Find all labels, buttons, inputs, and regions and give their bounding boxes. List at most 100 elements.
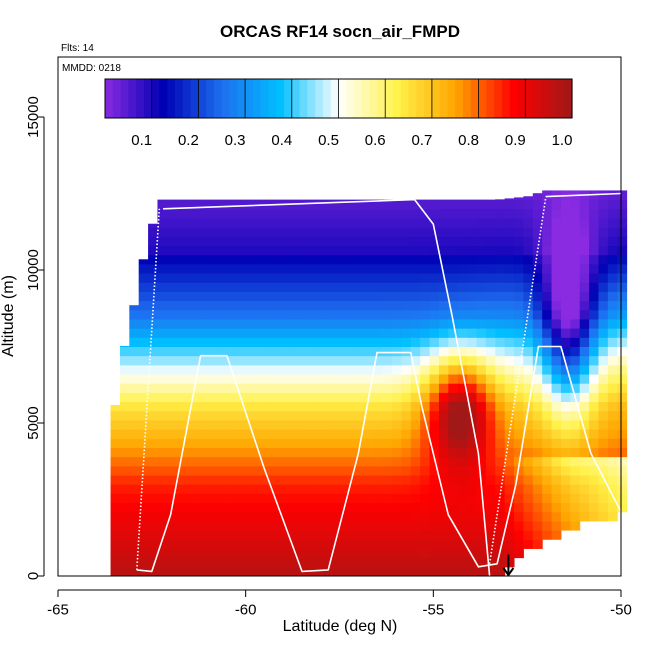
field-cell bbox=[410, 355, 421, 366]
field-cell bbox=[560, 364, 571, 375]
field-cell bbox=[467, 282, 477, 292]
field-cell bbox=[485, 217, 496, 228]
field-cell bbox=[204, 318, 215, 329]
field-cell bbox=[195, 419, 205, 430]
field-cell bbox=[551, 227, 562, 237]
field-cell bbox=[448, 227, 459, 237]
field-cell bbox=[363, 502, 374, 513]
field-cell bbox=[467, 456, 477, 467]
field-cell bbox=[504, 309, 515, 320]
field-cell bbox=[514, 401, 524, 412]
field-cell bbox=[185, 355, 196, 366]
field-cell bbox=[579, 438, 590, 448]
field-cell bbox=[223, 318, 234, 329]
field-cell bbox=[485, 318, 496, 329]
field-cell bbox=[251, 328, 262, 338]
field-cell bbox=[260, 484, 271, 494]
field-cell bbox=[420, 465, 431, 476]
field-cell bbox=[298, 227, 309, 237]
field-cell bbox=[223, 346, 234, 357]
field-cell bbox=[307, 438, 318, 448]
field-cell bbox=[448, 199, 459, 210]
field-cell bbox=[532, 493, 543, 504]
colorbar-swatch bbox=[525, 79, 534, 118]
field-cell bbox=[204, 328, 215, 338]
field-cell bbox=[251, 410, 262, 421]
field-cell bbox=[288, 291, 299, 302]
field-cell bbox=[129, 447, 140, 458]
field-cell bbox=[176, 318, 187, 329]
field-cell bbox=[514, 530, 524, 540]
field-cell bbox=[260, 355, 271, 366]
field-cell bbox=[579, 291, 590, 302]
field-cell bbox=[532, 236, 543, 247]
field-cell bbox=[148, 223, 158, 228]
field-cell bbox=[420, 493, 431, 504]
field-cell bbox=[570, 282, 581, 292]
field-cell bbox=[457, 566, 468, 577]
field-cell bbox=[148, 548, 158, 559]
field-cell bbox=[373, 282, 384, 292]
field-cell bbox=[476, 355, 487, 366]
field-cell bbox=[204, 493, 215, 504]
field-cell bbox=[495, 273, 506, 283]
field-cell bbox=[166, 456, 177, 467]
field-cell bbox=[382, 429, 393, 439]
field-cell bbox=[607, 217, 618, 228]
field-cell bbox=[429, 410, 440, 421]
field-cell bbox=[148, 410, 158, 421]
field-cell bbox=[148, 447, 158, 458]
field-cell bbox=[457, 374, 468, 384]
field-cell bbox=[485, 282, 496, 292]
field-cell bbox=[523, 273, 534, 283]
field-cell bbox=[438, 456, 449, 467]
field-cell bbox=[270, 282, 280, 292]
field-cell bbox=[260, 208, 271, 219]
field-cell bbox=[429, 337, 440, 347]
field-cell bbox=[241, 465, 252, 476]
field-cell bbox=[213, 410, 224, 421]
colorbar-swatch bbox=[540, 79, 550, 118]
field-cell bbox=[326, 438, 337, 448]
field-cell bbox=[495, 217, 506, 228]
field-cell bbox=[560, 502, 571, 513]
field-cell bbox=[176, 557, 187, 568]
field-cell bbox=[335, 263, 346, 274]
field-cell bbox=[195, 199, 205, 210]
field-cell bbox=[467, 520, 477, 531]
field-cell bbox=[270, 429, 280, 439]
field-cell bbox=[532, 364, 543, 375]
field-cell bbox=[448, 511, 459, 522]
field-cell bbox=[382, 254, 393, 265]
field-cell bbox=[157, 328, 168, 338]
field-cell bbox=[354, 273, 365, 283]
field-cell bbox=[570, 475, 581, 485]
field-cell bbox=[410, 217, 421, 228]
field-cell bbox=[223, 236, 234, 247]
field-cell bbox=[476, 208, 487, 219]
field-cell bbox=[119, 410, 130, 421]
field-cell bbox=[326, 374, 337, 384]
field-cell bbox=[392, 291, 402, 302]
field-cell bbox=[260, 566, 271, 577]
field-cell bbox=[166, 419, 177, 430]
field-cell bbox=[589, 337, 599, 347]
field-cell bbox=[410, 364, 421, 375]
field-cell bbox=[532, 419, 543, 430]
field-cell bbox=[532, 318, 543, 329]
field-cell bbox=[514, 227, 524, 237]
field-cell bbox=[514, 245, 524, 256]
field-cell bbox=[279, 300, 290, 311]
field-cell bbox=[429, 530, 440, 540]
field-cell bbox=[345, 318, 356, 329]
colorbar-swatch bbox=[105, 79, 114, 118]
field-cell bbox=[138, 318, 149, 329]
field-cell bbox=[420, 346, 431, 357]
field-cell bbox=[241, 236, 252, 247]
field-cell bbox=[335, 199, 346, 210]
field-cell bbox=[232, 566, 243, 577]
field-cell bbox=[345, 263, 356, 274]
field-cell bbox=[579, 337, 590, 347]
field-cell bbox=[532, 447, 543, 458]
field-cell bbox=[345, 254, 356, 265]
